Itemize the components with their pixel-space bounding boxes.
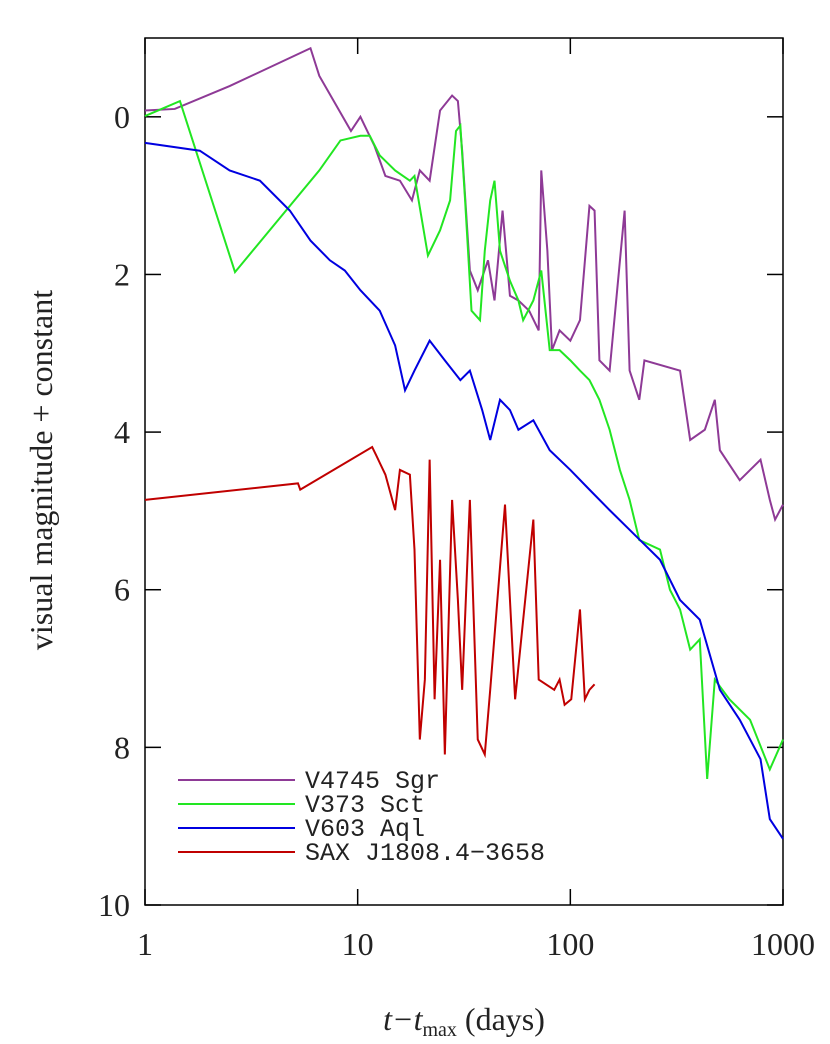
x-label-part: (days) (457, 1001, 545, 1037)
series-line (144, 445, 596, 759)
y-tick-label: 2 (114, 256, 130, 292)
x-tick-label: 100 (546, 926, 594, 962)
legend-label: V373 Sct (305, 791, 425, 820)
series-line (144, 46, 784, 523)
y-tick-label: 4 (114, 414, 130, 450)
x-tick-label: 1 (137, 926, 153, 962)
legend-label: SAX J1808.4−3658 (305, 839, 545, 868)
y-tick-label: 10 (98, 887, 130, 923)
x-axis-label: t−tmax (days) (383, 1001, 545, 1039)
y-tick-label: 0 (114, 99, 130, 135)
series-line (144, 141, 784, 840)
y-tick-label: 6 (114, 572, 130, 608)
x-tick-label: 1000 (751, 926, 815, 962)
series-line (144, 99, 784, 779)
x-tick-label: 10 (342, 926, 374, 962)
y-axis-label: visual magnitude + constant (23, 290, 59, 650)
legend-label: V603 Aql (305, 815, 425, 844)
x-label-part: t−t (383, 1001, 423, 1037)
y-tick-label: 8 (114, 729, 130, 765)
x-label-sub: max (422, 1019, 456, 1039)
plot-frame (144, 37, 784, 906)
legend-label: V4745 Sgr (305, 767, 440, 796)
